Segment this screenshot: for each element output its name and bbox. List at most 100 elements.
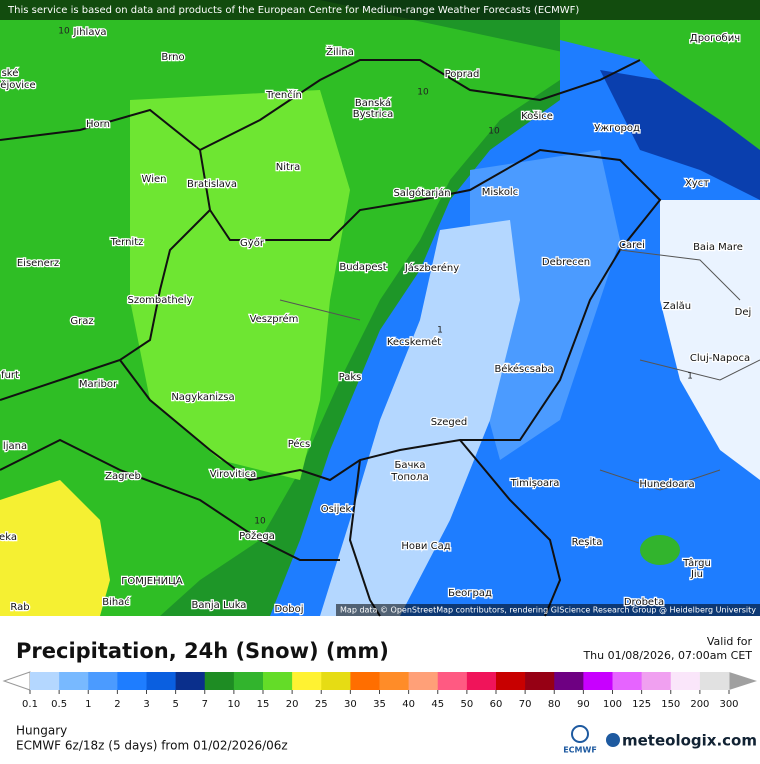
city-label: Rab [10, 602, 29, 613]
city-label: Osijek [321, 504, 352, 515]
banner [0, 0, 760, 20]
city-label: Maribor [79, 379, 118, 390]
colorbar-label: 0.1 [22, 699, 38, 710]
city-label: Budapest [339, 262, 386, 273]
contour-label: 10 [58, 27, 70, 37]
colorbar-label: 5 [172, 699, 178, 710]
city-label: Zalău [663, 301, 691, 312]
colorbar-swatch [30, 672, 60, 690]
site-icon [606, 733, 620, 747]
zone [660, 200, 760, 480]
city-label: ské [2, 67, 19, 79]
border [119, 148, 662, 482]
banner-text: This service is based on data and produc… [7, 5, 579, 16]
city-label: Hunedoara [639, 479, 694, 490]
zone [130, 90, 350, 480]
city-label: Cluj-Napoca [690, 353, 750, 364]
city-label: Horn [86, 119, 110, 130]
city-label: Kecskemét [387, 336, 441, 348]
colorbar-swatch [525, 672, 555, 690]
colorbar-label: 2 [114, 699, 120, 710]
border [0, 438, 340, 561]
valid-label: Valid for [707, 635, 753, 648]
city-label: Doboj [274, 604, 303, 615]
colorbar: 0.1 0.5 1 2 3 5 7 10 15 20 25 30 35 40 45 50 60 70 80 90 100… [2, 671, 757, 710]
city-label: ГОМЈЕНИЦА [121, 576, 183, 587]
region-border [279, 249, 760, 491]
attribution-bg [336, 604, 760, 616]
border [0, 108, 212, 401]
city-label: Bihać [102, 596, 130, 608]
valid-time: Thu 01/08/2026, 07:00am CET [582, 649, 752, 662]
attribution: Map data © OpenStreetMap contributors, r… [340, 606, 756, 615]
city-label: Trenčín [265, 89, 302, 101]
colorbar-swatch [88, 672, 118, 690]
colorbar-swatch [233, 672, 264, 690]
city-label: Baia Mare [693, 242, 743, 253]
colorbar-swatch [699, 672, 730, 690]
colorbar-label: 60 [490, 699, 503, 710]
colorbar-swatch [670, 672, 701, 690]
city-label: Szeged [431, 417, 468, 428]
city-label: Nitra [276, 162, 300, 173]
colorbar-label: 10 [228, 699, 241, 710]
model-info: ECMWF 6z/18z (5 days) from 01/02/2026/06… [16, 739, 288, 753]
city-label: Virovitica [210, 469, 256, 480]
legend-title: Precipitation, 24h (Snow) (mm) [16, 639, 389, 663]
colorbar-label: 1 [85, 699, 91, 710]
city-label: Dej [735, 307, 752, 318]
colorbar-swatch [408, 672, 439, 690]
city-label: Salgótarján [393, 187, 450, 199]
city-label: Нови Сад [401, 541, 450, 552]
city-label: Poprad [445, 69, 480, 80]
colorbar-label: 50 [461, 699, 474, 710]
colorbar-swatch [554, 672, 584, 690]
city-label: Banská [355, 97, 391, 109]
colorbar-swatch [466, 672, 497, 690]
border [199, 59, 641, 151]
colorbar-swatch [321, 672, 351, 690]
city-label: Дрогобич [690, 33, 740, 44]
contour-label: 1 [687, 372, 693, 382]
contour-label: 10 [488, 127, 500, 137]
colorbar-swatch [117, 672, 147, 690]
colorbar-swatch [292, 672, 322, 690]
colorbar-label: 125 [632, 699, 651, 710]
city-label: Београд [448, 588, 492, 599]
colorbar-label: 25 [315, 699, 328, 710]
city-label: ljana [3, 441, 27, 452]
city-label: Brno [161, 52, 184, 63]
colorbar-label: 45 [431, 699, 444, 710]
colorbar-label: 80 [548, 699, 561, 710]
city-label: Banja Luka [192, 600, 247, 611]
city-label: Miskolc [482, 187, 518, 198]
city-label: Ужгород [594, 123, 640, 134]
colorbar-label: 30 [344, 699, 357, 710]
zone [600, 70, 760, 200]
city-label: Jiu [690, 569, 703, 580]
city-label: Nagykanizsa [171, 392, 234, 403]
logo-ecmwf: ECMWF [563, 746, 597, 755]
city-label: Bystrica [353, 109, 393, 120]
colorbar-swatch [204, 672, 235, 690]
city-label: furt [1, 370, 19, 381]
logo-site: meteologix.com [622, 732, 757, 750]
map: This service is based on data and produc… [0, 0, 760, 617]
city-label: Veszprém [250, 313, 299, 325]
city-label: Drobeta [624, 597, 664, 608]
colorbar-end [2, 671, 31, 691]
city-label: Timișoara [510, 478, 560, 489]
city-label: Košice [521, 110, 553, 122]
colorbar-swatch [437, 672, 468, 690]
city-label: Хуст [685, 178, 709, 189]
ecmwf-icon [571, 725, 589, 743]
city-label: Bratislava [187, 179, 237, 190]
colorbar-label: 70 [519, 699, 532, 710]
region: Hungary [16, 724, 67, 738]
colorbar-swatch [263, 672, 293, 690]
colorbar-label: 7 [202, 699, 208, 710]
colorbar-swatch [175, 672, 206, 690]
city-label: Pécs [288, 438, 311, 450]
